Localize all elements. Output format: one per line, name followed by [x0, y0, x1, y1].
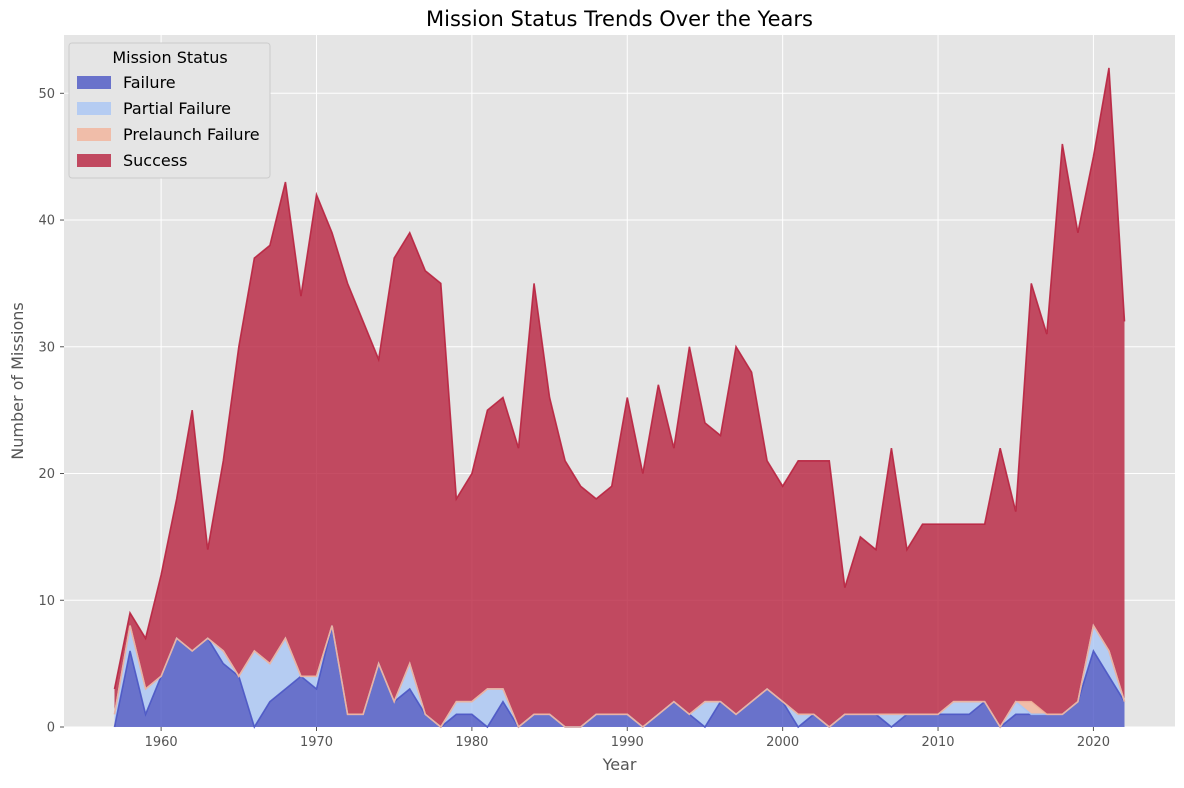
x-tick-label: 2000 — [766, 735, 799, 750]
x-axis-label: Year — [602, 755, 637, 774]
legend-box — [68, 42, 271, 179]
y-tick-label: 50 — [38, 87, 55, 102]
x-tick-label: 1970 — [300, 735, 333, 750]
chart-title: Mission Status Trends Over the Years — [426, 7, 813, 31]
line-success — [113, 67, 1126, 690]
legend-swatch-success — [77, 154, 111, 167]
legend-swatch-failure — [77, 76, 111, 89]
y-tick-label: 40 — [38, 214, 55, 229]
x-tick-label: 1980 — [455, 735, 488, 750]
legend-swatch-prelaunch-failure — [77, 128, 111, 141]
y-tick-label: 0 — [47, 721, 55, 736]
line-prelaunch-failure — [113, 623, 1126, 729]
x-tick-label: 1990 — [611, 735, 644, 750]
area-success — [114, 67, 1125, 727]
x-tick-label: 2020 — [1077, 735, 1110, 750]
x-axis-ticks: 1960 1970 1980 1990 2000 2010 2020 — [145, 727, 1110, 750]
legend-label-success: Success — [123, 151, 187, 170]
x-tick-label: 2010 — [921, 735, 954, 750]
y-tick-label: 20 — [38, 467, 55, 482]
series-lines — [113, 67, 1126, 729]
legend-swatch-partial-failure — [77, 102, 111, 115]
x-tick-label: 1960 — [145, 735, 178, 750]
y-axis-ticks: 0 10 20 30 40 50 — [38, 87, 64, 736]
legend-label-partial-failure: Partial Failure — [123, 99, 231, 118]
y-tick-label: 10 — [38, 594, 55, 609]
y-axis-label: Number of Missions — [8, 302, 27, 460]
legend-title: Mission Status — [112, 48, 227, 67]
legend: Mission Status Failure Partial Failure Pre… — [68, 42, 271, 179]
y-tick-label: 30 — [38, 340, 55, 355]
legend-label-prelaunch-failure: Prelaunch Failure — [123, 125, 260, 144]
area-failure — [114, 625, 1125, 727]
legend-label-failure: Failure — [123, 73, 176, 92]
legend-items: Failure Partial Failure Prelaunch Failure S… — [77, 73, 260, 170]
